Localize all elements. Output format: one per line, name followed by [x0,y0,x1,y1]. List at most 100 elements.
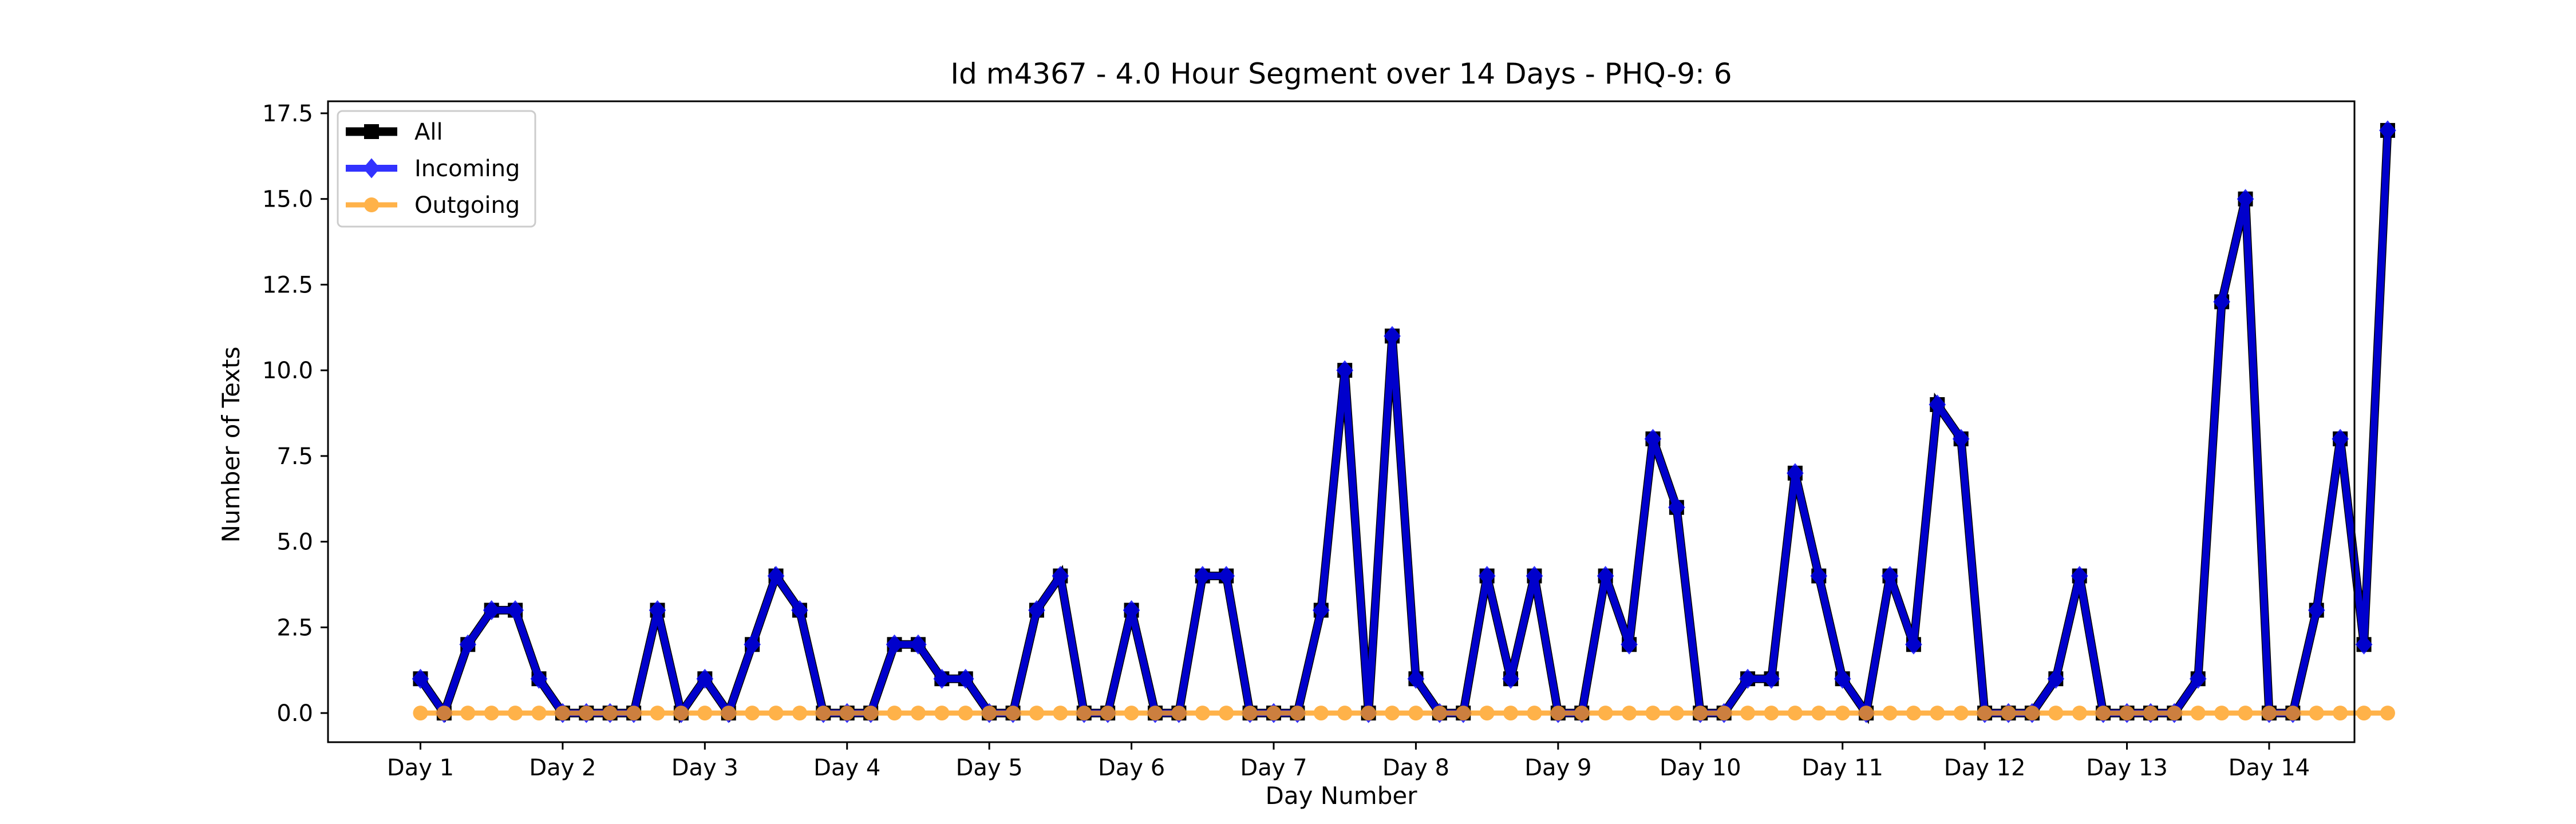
data-point-outgoing [2309,706,2324,721]
data-point-outgoing [602,706,618,721]
series-line-incoming [417,130,2391,722]
data-point-outgoing [2048,706,2064,721]
data-point-outgoing [579,706,594,721]
y-tick-label: 10.0 [262,358,313,384]
x-tick-label: Day 4 [813,755,880,781]
plot-area-frame [327,100,2356,743]
y-tick-label: 17.5 [262,101,313,127]
y-axis-ticks: 0.0 2.5 5.0 7.5 10.0 12.5 15.0 17.5 [262,101,328,727]
data-point-outgoing [2285,706,2301,721]
x-tick-label: Day 1 [387,755,454,781]
data-point-incoming [1052,566,1069,587]
data-point-outgoing [1219,706,1234,721]
data-point-incoming [2379,120,2396,141]
data-point-outgoing [1835,706,1850,721]
data-point-outgoing [1906,706,1921,721]
data-point-outgoing [1432,706,1447,721]
data-point-outgoing [2096,706,2111,721]
data-point-incoming [1502,668,1519,689]
data-point-outgoing [2261,706,2277,721]
data-point-outgoing [2167,706,2182,721]
data-point-outgoing [2001,706,2016,721]
data-point-outgoing [1693,706,1708,721]
data-point-outgoing [1930,706,1945,721]
data-point-outgoing [1527,706,1542,721]
data-point-incoming [791,600,808,620]
data-point-outgoing [1029,706,1044,721]
data-point-outgoing [1242,706,1258,721]
data-point-incoming [1952,429,1970,449]
data-point-outgoing [1550,706,1566,721]
data-point-incoming [1218,566,1235,587]
data-point-outgoing [650,706,665,721]
data-point-outgoing [792,706,807,721]
x-tick-label: Day 9 [1524,755,1591,781]
data-point-outgoing [1574,706,1590,721]
data-point-outgoing [1195,706,1210,721]
data-point-incoming [910,634,927,655]
data-point-incoming [957,668,974,689]
data-point-outgoing [1337,706,1353,721]
data-point-outgoing [1479,706,1495,721]
data-point-incoming [1905,634,1922,655]
data-point-outgoing [839,706,855,721]
legend-item-all [346,124,397,139]
data-point-outgoing [1005,706,1021,721]
series-outgoing [413,706,2395,721]
data-point-outgoing [1361,706,1376,721]
y-tick-label: 7.5 [276,443,313,470]
data-point-outgoing [626,706,642,721]
data-point-incoming [649,600,666,620]
y-tick-label: 2.5 [276,615,313,641]
data-point-outgoing [2190,706,2206,721]
data-point-outgoing [863,706,879,721]
data-point-outgoing [887,706,902,721]
legend-marker-incoming [363,158,380,179]
data-point-outgoing [1171,706,1187,721]
data-point-incoming [767,566,785,587]
data-point-outgoing [1385,706,1400,721]
data-point-outgoing [508,706,523,721]
data-point-outgoing [1977,706,1993,721]
x-tick-label: Day 14 [2229,755,2310,781]
data-point-incoming [1526,566,1543,587]
data-point-incoming [2213,291,2231,312]
data-point-incoming [886,634,903,655]
data-point-outgoing [484,706,499,721]
data-point-incoming [1739,668,1756,689]
data-point-incoming [2332,429,2349,449]
data-point-incoming [1929,394,1946,415]
data-point-outgoing [460,706,476,721]
legend-item-incoming [346,158,397,179]
data-point-outgoing [1764,706,1779,721]
legend-marker-all [364,124,379,139]
y-tick-label: 5.0 [276,529,313,556]
data-point-incoming [1478,566,1496,587]
data-point-outgoing [697,706,713,721]
legend-marker-outgoing [364,197,379,212]
data-point-incoming [1597,566,1614,587]
x-tick-label: Day 2 [529,755,596,781]
data-point-outgoing [910,706,926,721]
x-tick-label: Day 7 [1240,755,1307,781]
chart-title: Id m4367 - 4.0 Hour Segment over 14 Days… [950,57,1732,90]
data-point-incoming [1123,600,1140,620]
data-point-incoming [1407,668,1425,689]
x-tick-label: Day 13 [2086,755,2168,781]
data-point-outgoing [673,706,689,721]
data-point-incoming [1336,360,1354,381]
series-layer [412,120,2396,724]
data-point-outgoing [1645,706,1661,721]
x-tick-label: Day 5 [956,755,1023,781]
data-point-incoming [1194,566,1211,587]
y-tick-label: 15.0 [262,187,313,213]
data-point-incoming [507,600,524,620]
legend-label-outgoing: Outgoing [414,192,520,219]
data-point-outgoing [1313,706,1329,721]
data-point-outgoing [2333,706,2348,721]
data-point-incoming [1621,634,1638,655]
data-point-outgoing [1408,706,1424,721]
data-point-outgoing [2238,706,2253,721]
data-point-outgoing [1811,706,1827,721]
